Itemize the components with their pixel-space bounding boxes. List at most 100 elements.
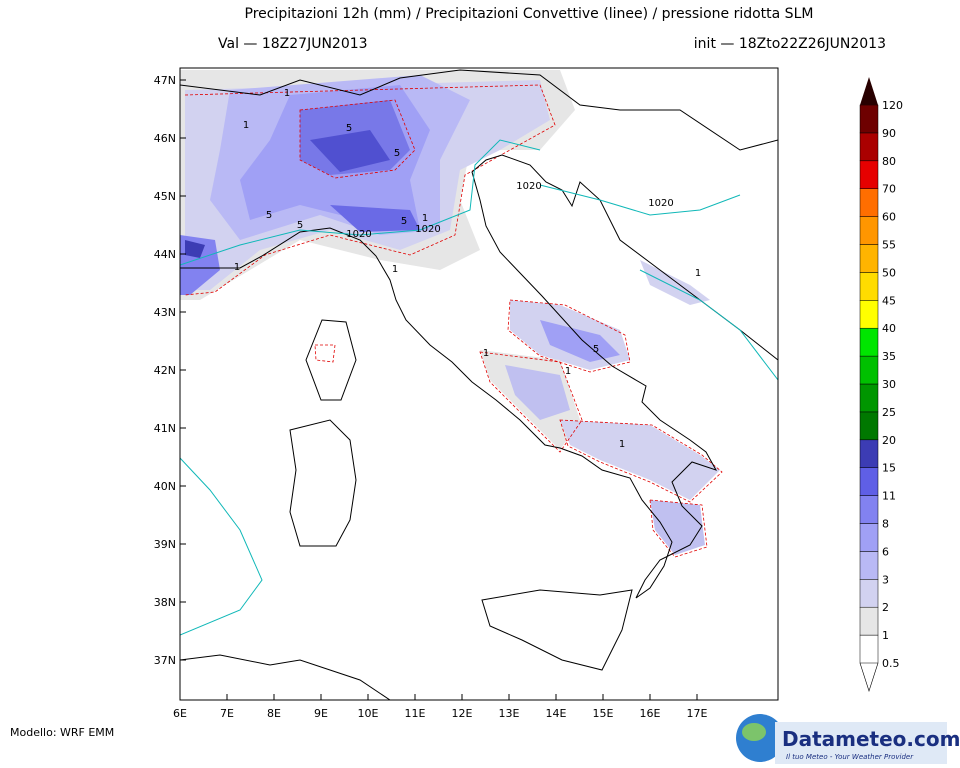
colorbar-label: 45 <box>882 294 896 307</box>
colorbar-bin <box>859 188 879 217</box>
colorbar-label: 40 <box>882 322 896 335</box>
lat-label: 47N <box>154 74 176 87</box>
colorbar-bin <box>859 244 879 273</box>
colorbar-label: 30 <box>882 378 896 391</box>
lon-label: 14E <box>546 707 567 720</box>
lon-label: 6E <box>173 707 187 720</box>
contour-label: 1 <box>695 268 701 279</box>
colorbar-label: 70 <box>882 183 896 196</box>
lon-label: 17E <box>687 707 708 720</box>
contour-label: 1 <box>392 264 398 275</box>
colorbar-bin <box>859 160 879 189</box>
colorbar-label: 90 <box>882 127 896 140</box>
contour-label: 1 <box>422 213 428 224</box>
contour-label: 5 <box>266 210 272 221</box>
logo-tagline: Il tuo Meteo - Your Weather Provider <box>786 753 914 761</box>
colorbar-bin <box>859 495 879 524</box>
lon-label: 7E <box>220 707 234 720</box>
colorbar-over <box>860 77 878 105</box>
colorbar-bin <box>859 523 879 552</box>
lon-label: 10E <box>358 707 379 720</box>
contour-label: 5 <box>593 344 599 355</box>
lat-label: 42N <box>154 364 176 377</box>
contour-label: 1 <box>243 120 249 131</box>
title: Precipitazioni 12h (mm) / Precipitazioni… <box>245 6 814 22</box>
lon-label: 11E <box>405 707 426 720</box>
colorbar-label: 120 <box>882 99 903 112</box>
colorbar-label: 1 <box>882 629 889 642</box>
contour-label: 1 <box>619 439 625 450</box>
colorbar-bin <box>859 467 879 496</box>
map <box>180 68 778 700</box>
colorbar-label: 0.5 <box>882 657 900 670</box>
contour-label: 5 <box>394 148 400 159</box>
colorbar-bin <box>859 439 879 468</box>
colorbar-label: 2 <box>882 601 889 614</box>
contour-label: 1020 <box>415 224 440 235</box>
lon-label: 8E <box>267 707 281 720</box>
colorbar-label: 55 <box>882 239 896 252</box>
colorbar-bin <box>859 132 879 162</box>
colorbar-bin <box>859 104 879 134</box>
lon-label: 15E <box>593 707 614 720</box>
contour-label: 1 <box>565 366 571 377</box>
contour-label: 1 <box>234 262 240 273</box>
contour-label: 1020 <box>648 198 673 209</box>
colorbar-label: 11 <box>882 490 896 503</box>
contour-label: 5 <box>346 123 352 134</box>
colorbar-bin <box>859 327 879 357</box>
colorbar-bin <box>859 551 879 580</box>
contour-label: 1020 <box>346 229 371 240</box>
colorbar-label: 15 <box>882 462 896 475</box>
lon-label: 13E <box>499 707 520 720</box>
logo-text: Datameteo.com <box>782 727 960 751</box>
logo-land <box>742 723 766 741</box>
logo-band <box>775 722 947 764</box>
map-frame <box>179 67 779 701</box>
precip-shading <box>180 70 720 555</box>
colorbar-bin <box>859 383 879 413</box>
lat-label: 41N <box>154 422 176 435</box>
colorbar-bin <box>859 300 879 329</box>
valid-time: Val — 18Z27JUN2013 <box>218 36 368 52</box>
coastlines <box>180 69 778 700</box>
colorbar-label: 80 <box>882 155 896 168</box>
colorbar-label: 25 <box>882 406 896 419</box>
init-time: init — 18Zto22Z26JUN2013 <box>694 36 886 52</box>
logo: Datameteo.com Il tuo Meteo - Your Weathe… <box>736 714 960 764</box>
lat-label: 44N <box>154 248 176 261</box>
contour-label: 1 <box>483 348 489 359</box>
contour-label: 1020 <box>516 181 541 192</box>
model-label: Modello: WRF EMM <box>10 726 114 739</box>
contour-label: 1 <box>284 88 290 99</box>
lat-label: 39N <box>154 538 176 551</box>
colorbar-bin <box>859 355 879 385</box>
convective-contours <box>184 84 723 558</box>
lat-label: 45N <box>154 190 176 203</box>
contour-label: 5 <box>401 216 407 227</box>
colorbar-bin <box>859 216 879 245</box>
colorbar-under <box>859 662 879 692</box>
lat-label: 46N <box>154 132 176 145</box>
colorbar-bin <box>859 579 879 608</box>
colorbar-label: 35 <box>882 350 896 363</box>
isobars <box>180 139 778 636</box>
colorbar-bin <box>859 411 879 441</box>
colorbar-label: 20 <box>882 434 896 447</box>
colorbar-bin <box>859 634 879 664</box>
lat-label: 38N <box>154 596 176 609</box>
contour-label: 5 <box>297 220 303 231</box>
lon-label: 16E <box>640 707 661 720</box>
colorbar-label: 50 <box>882 266 896 279</box>
colorbar-bin <box>859 272 879 301</box>
lon-label: 9E <box>314 707 328 720</box>
colorbar-label: 60 <box>882 211 896 224</box>
lat-label: 37N <box>154 654 176 667</box>
colorbar-label: 8 <box>882 518 889 531</box>
colorbar-bin <box>859 606 879 636</box>
colorbar-label: 3 <box>882 573 889 586</box>
lat-label: 40N <box>154 480 176 493</box>
colorbar-label: 6 <box>882 545 889 558</box>
